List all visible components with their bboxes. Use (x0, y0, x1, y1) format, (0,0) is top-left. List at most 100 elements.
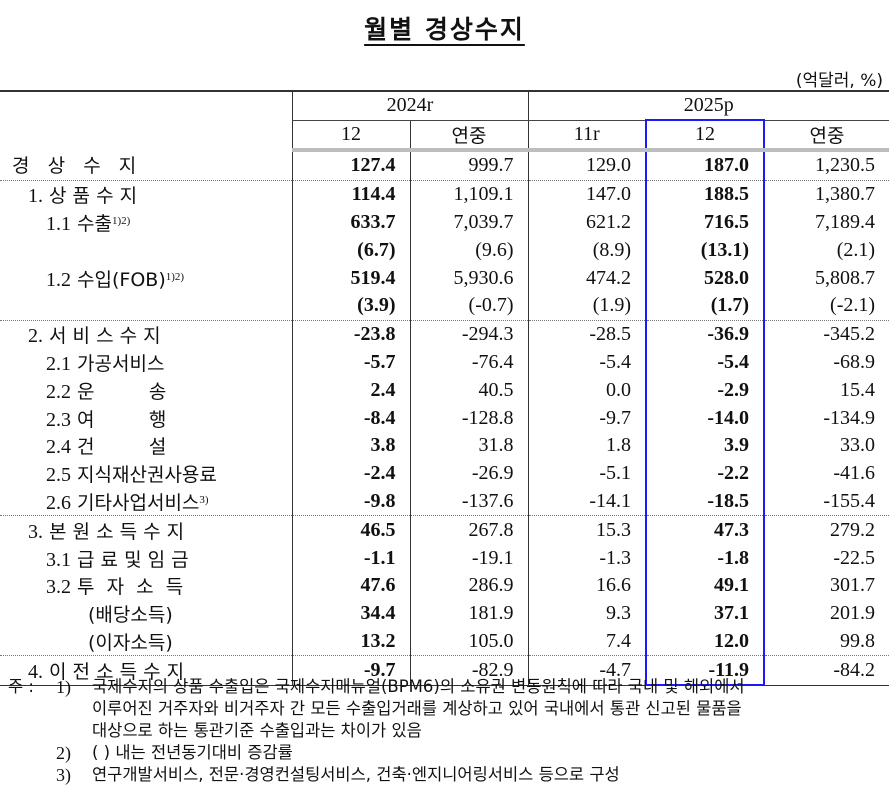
table-cell: 31.8 (409, 431, 529, 460)
table-cell: -155.4 (763, 487, 889, 516)
row-label-number: 2.5 (46, 464, 71, 487)
table-cell: -23.8 (291, 319, 410, 349)
header-col-2024-12: 12 (291, 120, 410, 152)
table-row: 3.1 급 료 및 임 금 -1.1 -19.1 -1.3 -1.8 -22.5 (0, 544, 889, 572)
table-cell: 301.7 (763, 571, 889, 600)
table-cell: 16.6 (527, 571, 647, 600)
table-cell: (-0.7) (409, 291, 529, 321)
table-cell: 5,930.6 (409, 264, 529, 292)
table-cell: -5.1 (527, 459, 647, 488)
table-cell: -1.1 (291, 544, 410, 572)
table-cell: 15.3 (527, 515, 647, 545)
table-cell: 15.4 (763, 376, 889, 405)
row-label: 2.6 기타사업서비스3) (0, 488, 292, 516)
table-cell: 999.7 (409, 150, 529, 181)
row-label-text: 이 전 소 득 수 지 (43, 660, 185, 683)
row-label-number: 2.6 (46, 491, 71, 514)
table-cell: -128.8 (409, 404, 529, 432)
table-cell: 47.3 (645, 515, 766, 545)
table-cell: -294.3 (409, 319, 529, 349)
row-label-text: (이자소득) (88, 631, 173, 654)
table-cell: -134.9 (763, 404, 889, 432)
table-cell: (13.1) (645, 236, 766, 265)
table-cell: -36.9 (645, 319, 766, 349)
table-row: 1.2 수입(FOB)1)2) 519.4 5,930.6 474.2 528.0 5,8… (0, 264, 889, 292)
footnote-line: 2) ( ) 내는 전년동기대비 증감률 (8, 742, 889, 764)
table-cell: (9.6) (409, 236, 529, 265)
footnote-text: ( ) 내는 전년동기대비 증감률 (92, 743, 293, 762)
table-cell: 2.4 (291, 376, 410, 405)
header-col-2025-12: 12 (645, 119, 766, 152)
table-cell: 114.4 (291, 179, 410, 209)
table-cell: 1,230.5 (763, 150, 889, 181)
table-cell: 519.4 (291, 264, 410, 292)
table-cell: 34.4 (291, 599, 410, 628)
row-label-number: 2.3 (46, 408, 71, 431)
row-label-text: 운 송 (71, 380, 167, 403)
table-cell: -5.7 (291, 348, 410, 377)
footnote-number (56, 720, 92, 742)
table-cell: 12.0 (645, 627, 766, 656)
row-label-number: 2.1 (46, 352, 71, 375)
row-label: 4. 이 전 소 득 수 지 (0, 655, 292, 686)
table-cell: (1.7) (645, 291, 766, 321)
row-label (0, 292, 292, 320)
footnote-ref: 1)2) (165, 270, 185, 283)
row-label-number: 1. (28, 185, 43, 208)
table-cell: 3.8 (291, 431, 410, 460)
table-cell: 99.8 (763, 627, 889, 656)
row-label: 1.1 수출1)2) (0, 209, 292, 237)
table-cell: 47.6 (291, 571, 410, 600)
row-label: 2.2 운 송 (0, 376, 292, 404)
table-cell: -68.9 (763, 348, 889, 377)
footnote-line: 대상으로 하는 통관기준 수출입과는 차이가 있음 (8, 720, 889, 742)
row-label: 3.2 투 자 소 득 (0, 572, 292, 600)
row-label: 2.3 여 행 (0, 404, 292, 432)
row-label-text: 투 자 소 득 (71, 576, 184, 599)
footnote-number (56, 698, 92, 720)
table-cell: -4.7 (527, 655, 647, 686)
row-label: 1.2 수입(FOB)1)2) (0, 264, 292, 292)
footnote-line: 주 : 1) 국제수지의 상품 수출입은 국제수지매뉴얼(BPM6)의 소유권 변동… (8, 676, 889, 698)
footnote-text: 대상으로 하는 통관기준 수출입과는 차이가 있음 (92, 721, 422, 740)
table-row: 2.5 지식재산권사용료 -2.4 -26.9 -5.1 -2.2 -41.6 (0, 459, 889, 488)
row-label-text: 상 품 수 지 (43, 185, 138, 208)
row-label-number: 1.1 (46, 212, 71, 235)
row-label-number: 4. (28, 660, 43, 683)
table-cell: 33.0 (763, 431, 889, 460)
footnote-number: 3) (56, 765, 71, 785)
table-cell: 621.2 (527, 208, 647, 237)
table-cell: 13.2 (291, 627, 410, 656)
row-label: 3.1 급 료 및 임 금 (0, 544, 292, 572)
table-cell: -345.2 (763, 319, 889, 349)
row-label: 2.1 가공서비스 (0, 349, 292, 377)
table-row: (이자소득) 13.2 105.0 7.4 12.0 99.8 (0, 627, 889, 656)
table-row: 4. 이 전 소 득 수 지 -9.7 -82.9 -4.7 -11.9 -84.2 (0, 655, 889, 687)
row-label-text: 수출 (71, 212, 112, 235)
row-label (0, 236, 292, 264)
table-cell: 267.8 (409, 515, 529, 545)
footnote-text: 이루어진 거주자와 비거주자 간 모든 수출입거래를 계상하고 있어 국내에서 … (92, 699, 742, 718)
table-cell: 40.5 (409, 376, 529, 405)
row-label: 2.5 지식재산권사용료 (0, 460, 292, 488)
table-cell: (3.9) (291, 291, 410, 321)
row-label: 3. 본 원 소 득 수 지 (0, 515, 292, 545)
row-label-number: 2. (28, 325, 43, 348)
table-row: 1.1 수출1)2) 633.7 7,039.7 621.2 716.5 7,189.4 (0, 208, 889, 237)
row-label-text: 여 행 (71, 408, 167, 431)
table-row: 2.3 여 행 -8.4 -128.8 -9.7 -14.0 -134.9 (0, 404, 889, 432)
table-cell: -41.6 (763, 459, 889, 488)
row-label-text: 급 료 및 임 금 (71, 548, 189, 571)
current-account-table: 2024r 2025p 12 연중 11r 12 연중 경 상 수 지 127.4… (0, 90, 889, 687)
header-col-2025-11r: 11r (527, 120, 647, 152)
table-cell: 633.7 (291, 208, 410, 237)
header-col-2025-annual: 연중 (763, 120, 889, 152)
table-row: 2.2 운 송 2.4 40.5 0.0 -2.9 15.4 (0, 376, 889, 405)
table-cell: 201.9 (763, 599, 889, 628)
row-label-text: (배당소득) (88, 604, 173, 627)
table-cell: 474.2 (527, 264, 647, 292)
table-cell: -26.9 (409, 459, 529, 488)
table-cell: 1.8 (527, 431, 647, 460)
table-row: 2.4 건 설 3.8 31.8 1.8 3.9 33.0 (0, 431, 889, 460)
footnote-prefix: 주 : (8, 677, 34, 696)
